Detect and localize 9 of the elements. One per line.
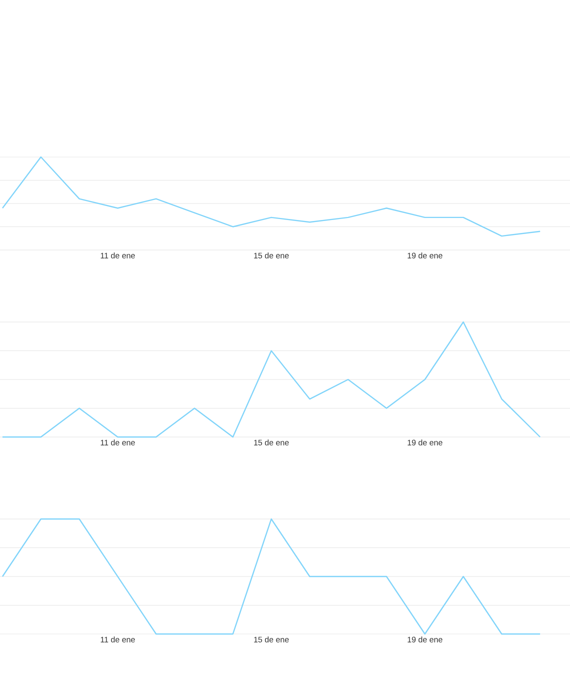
x-tick-label: 11 de ene <box>100 440 135 446</box>
x-tick-label: 15 de ene <box>254 636 289 642</box>
x-tick-label: 15 de ene <box>254 440 289 446</box>
x-tick-label: 19 de ene <box>408 252 442 258</box>
x-tick-label: 19 de ene <box>408 440 442 446</box>
x-tick-label: 11 de ene <box>100 252 135 258</box>
x-tick-label: 15 de ene <box>254 252 289 258</box>
x-tick-label: 19 de ene <box>408 636 442 642</box>
x-tick-label: 11 de ene <box>100 636 135 642</box>
